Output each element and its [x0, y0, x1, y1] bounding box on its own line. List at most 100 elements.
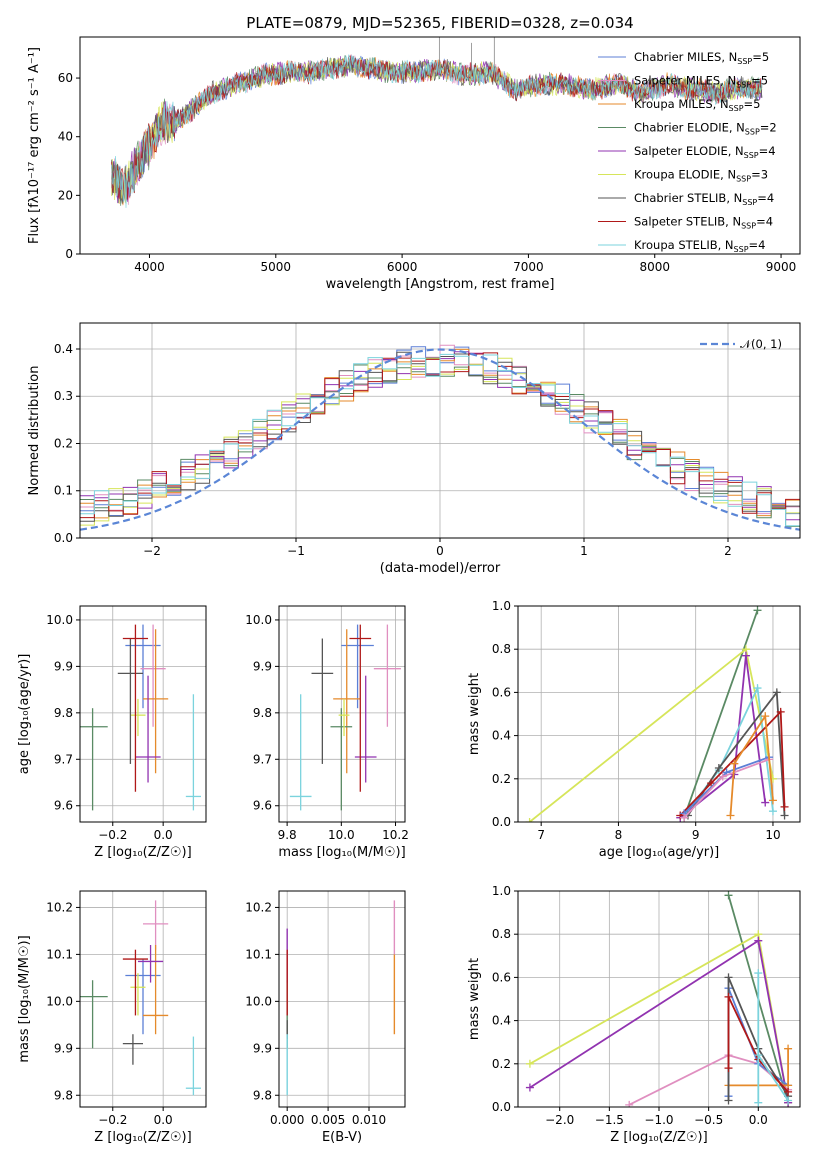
ebv-mass-panel: 0.000 0.005 0.010 9.8 9.9 10.0 10.1 10.2 E(B-V) [245, 890, 406, 1145]
legend-label: Chabrier ELODIE, NSSP=2 [634, 121, 777, 137]
weight-marker [761, 712, 770, 721]
weight-line-7 [727, 996, 789, 1093]
y-tick-label: 0.4 [54, 342, 73, 356]
x-tick-label: −0.2 [98, 828, 127, 842]
weight-marker [741, 651, 750, 660]
y-tick-label: 10.2 [245, 900, 272, 914]
y-tick-label: 10.0 [245, 613, 272, 627]
weight-line-5 [679, 709, 786, 817]
weight-marker [724, 992, 733, 1001]
x-tick-label: −2 [143, 544, 161, 558]
y-tick-label: 0.0 [492, 1100, 511, 1114]
weight-marker [754, 936, 763, 945]
x-axis-label: age [log₁₀(age/yr)] [599, 845, 720, 860]
weight-marker [768, 796, 777, 805]
weight-marker [718, 772, 727, 781]
x-tick-label: 2 [724, 544, 732, 558]
legend-label: Salpeter ELODIE, NSSP=4 [634, 144, 776, 160]
weight-line-8 [757, 973, 789, 1103]
legend-label: Kroupa MILES, NSSP=5 [634, 97, 760, 113]
x-tick-label: 0.000 [270, 1113, 304, 1127]
weight-marker [707, 779, 716, 788]
spectrum-panel: 4000 5000 6000 7000 8000 9000 0 20 40 60 wavelengt… [27, 36, 801, 292]
y-tick-label: 10.1 [46, 947, 73, 961]
z-age-panel: −0.2 0.0 9.6 9.7 9.8 9.9 10.0 Z [log₁₀(Z/Z☉)] ag… [17, 605, 207, 860]
x-axis-label: (data-model)/error [380, 561, 501, 576]
y-tick-label: 0.0 [54, 531, 73, 545]
axes-frame [79, 605, 207, 823]
plot-area [80, 624, 201, 811]
x-tick-label: 10.2 [382, 828, 409, 842]
y-axis-label: Flux [fλ10⁻¹⁷ erg cm⁻² s⁻¹ A⁻¹] [27, 47, 42, 244]
x-tick-label: −1 [287, 544, 305, 558]
weight-marker [724, 1064, 733, 1073]
y-tick-label: 9.6 [253, 799, 272, 813]
weight-marker [730, 759, 739, 768]
residuals-panel: −2 −1 0 1 2 0.0 0.1 0.2 0.3 0.4 (data-model)/error… [27, 322, 801, 576]
y-tick-label: 0.6 [492, 685, 511, 699]
y-tick-label: 0.2 [492, 1057, 511, 1071]
legend-label: Chabrier MILES, NSSP=5 [634, 50, 769, 66]
weight-marker [780, 811, 789, 820]
axes-frame [278, 605, 406, 823]
z-weight-panel: −2.0 −1.5 −1.0 −0.5 0.0 0.0 0.2 0.4 0.6 0.8 1.0 Z [… [467, 884, 801, 1145]
y-tick-label: 9.9 [253, 1041, 272, 1055]
x-tick-label: 9000 [766, 260, 797, 274]
x-tick-label: 7000 [513, 260, 544, 274]
legend-label: Kroupa ELODIE, NSSP=3 [634, 168, 768, 184]
y-tick-label: 10.0 [46, 613, 73, 627]
plot-area [80, 344, 800, 531]
y-axis-label: age [log₁₀(age/yr)] [17, 654, 32, 775]
spectrum-legend: Chabrier MILES, NSSP=5 Salpeter MILES, NS… [598, 50, 777, 254]
y-tick-label: 10.0 [46, 994, 73, 1008]
y-tick-label: 9.8 [54, 706, 73, 720]
weight-marker [724, 973, 733, 982]
axes-frame [79, 890, 207, 1108]
y-tick-label: 10.2 [46, 900, 73, 914]
weight-marker [753, 606, 762, 615]
weight-marker [525, 1059, 534, 1068]
x-tick-label: 10 [765, 828, 780, 842]
x-tick-label: 8000 [639, 260, 670, 274]
y-tick-label: 0.8 [492, 927, 511, 941]
y-tick-label: 0.4 [492, 729, 511, 743]
y-tick-label: 0.8 [492, 642, 511, 656]
gaussian-legend-label: 𝒩(0, 1) [740, 337, 782, 351]
y-tick-label: 1.0 [492, 599, 511, 613]
weight-line-0 [683, 609, 759, 819]
weight-marker [754, 969, 763, 978]
weight-marker [780, 802, 789, 811]
y-tick-label: 0 [65, 247, 73, 261]
axes-frame [517, 605, 801, 823]
x-axis-label: E(B-V) [322, 1130, 362, 1145]
y-tick-label: 0.4 [492, 1014, 511, 1028]
x-axis-label: mass [log₁₀(M/M☉)] [278, 845, 405, 860]
spectrum-line-6 [111, 55, 763, 204]
figure-title: PLATE=0879, MJD=52365, FIBERID=0328, z=0… [246, 14, 633, 32]
weight-marker [714, 764, 723, 772]
x-tick-label: 7 [537, 828, 545, 842]
axes-frame [278, 890, 406, 1108]
z-mass-panel: −0.2 0.0 9.8 9.9 10.0 10.1 10.2 Z [log₁₀(Z/Z☉)]… [17, 890, 207, 1145]
x-tick-label: 8 [615, 828, 623, 842]
x-tick-label: 1 [580, 544, 588, 558]
y-tick-label: 9.9 [253, 659, 272, 673]
residual-histogram-8 [80, 353, 800, 527]
weight-marker [772, 688, 781, 697]
age-weight-panel: 7 8 9 10 0.0 0.2 0.4 0.6 0.8 1.0 age [log₁₀(age/yr… [467, 599, 801, 860]
x-tick-label: 9.8 [278, 828, 297, 842]
weight-marker [784, 1087, 793, 1096]
y-tick-label: 0.6 [492, 970, 511, 984]
weight-marker [753, 684, 762, 693]
legend-label: Salpeter MILES, NSSP=5 [634, 74, 768, 90]
plot-area [286, 900, 396, 1096]
x-tick-label: −0.5 [694, 1113, 723, 1127]
plot-area [525, 891, 793, 1107]
axes-frame [79, 36, 801, 255]
weight-marker [525, 818, 534, 822]
y-tick-label: 9.6 [54, 799, 73, 813]
y-tick-label: 0.2 [492, 772, 511, 786]
y-tick-label: 9.8 [253, 706, 272, 720]
y-axis-label: mass weight [467, 958, 482, 1040]
